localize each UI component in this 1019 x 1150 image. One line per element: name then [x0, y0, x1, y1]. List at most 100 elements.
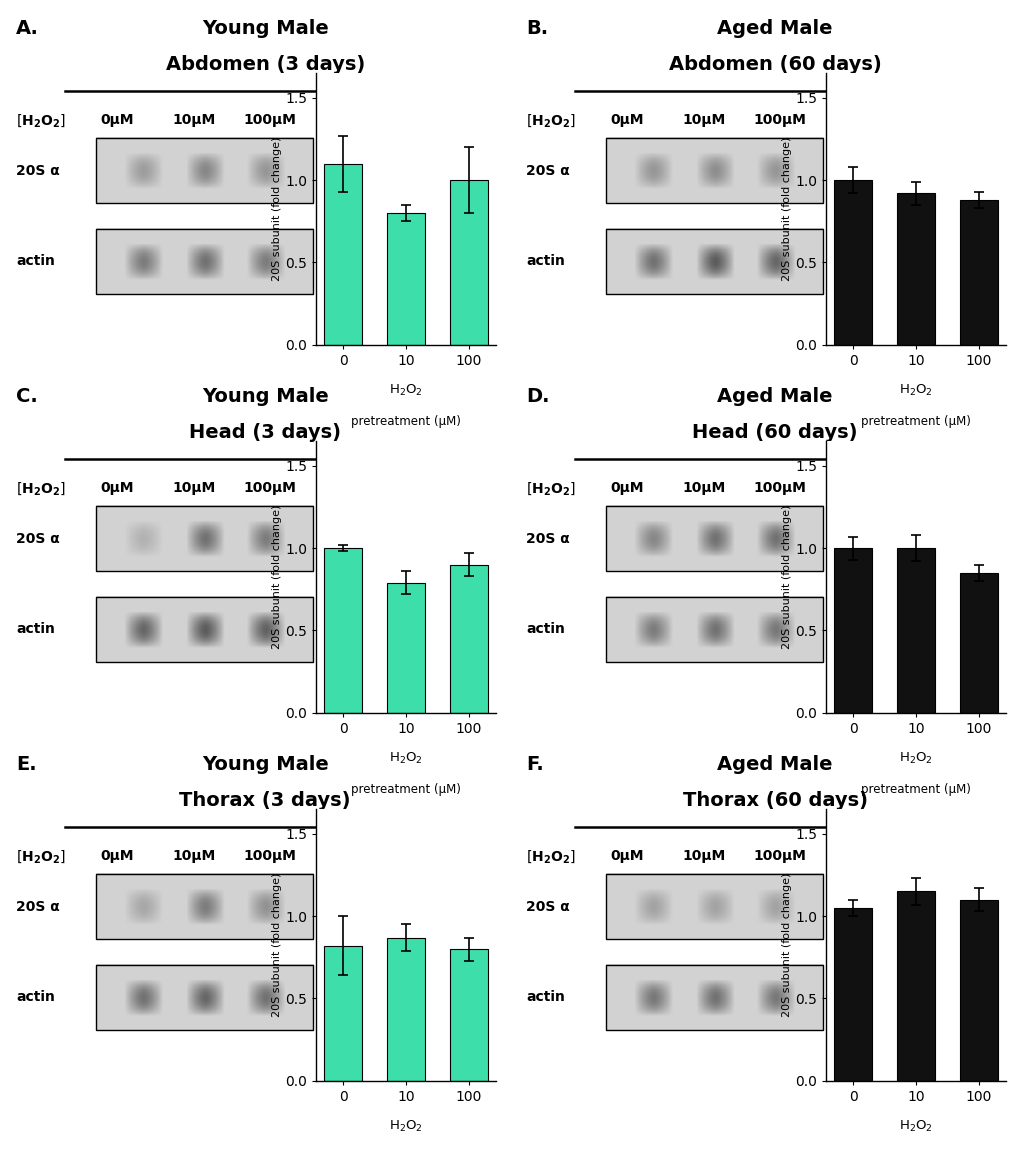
Text: 20S α: 20S α: [16, 900, 60, 914]
Text: 10μM: 10μM: [682, 481, 725, 496]
Bar: [96, 597, 313, 662]
Bar: [96, 138, 313, 204]
Bar: [449, 949, 487, 1081]
Bar: [605, 138, 822, 204]
Y-axis label: 20S subunit (fold change): 20S subunit (fold change): [782, 505, 792, 649]
Text: Aged Male: Aged Male: [716, 754, 833, 774]
Bar: [96, 965, 313, 1030]
Bar: [387, 583, 424, 713]
Y-axis label: 20S subunit (fold change): 20S subunit (fold change): [782, 137, 792, 281]
Text: pretreatment (μM): pretreatment (μM): [351, 783, 461, 797]
Text: 100μM: 100μM: [753, 481, 806, 496]
Text: $[\mathregular{H_2O_2}]$: $[\mathregular{H_2O_2}]$: [16, 480, 66, 497]
Bar: [605, 874, 822, 940]
Y-axis label: 20S subunit (fold change): 20S subunit (fold change): [782, 873, 792, 1017]
Text: $\mathregular{H_2O_2}$: $\mathregular{H_2O_2}$: [898, 751, 932, 766]
Text: 0μM: 0μM: [101, 113, 133, 128]
Text: 100μM: 100μM: [753, 113, 806, 128]
Text: $[\mathregular{H_2O_2}]$: $[\mathregular{H_2O_2}]$: [16, 848, 66, 865]
Bar: [387, 937, 424, 1081]
Text: $[\mathregular{H_2O_2}]$: $[\mathregular{H_2O_2}]$: [526, 112, 576, 129]
Text: Aged Male: Aged Male: [716, 18, 833, 38]
Text: Abdomen (60 days): Abdomen (60 days): [668, 55, 880, 74]
Y-axis label: 20S subunit (fold change): 20S subunit (fold change): [272, 873, 282, 1017]
Text: Young Male: Young Male: [202, 18, 328, 38]
Text: 20S α: 20S α: [16, 532, 60, 546]
Text: 100μM: 100μM: [244, 481, 297, 496]
Bar: [324, 945, 362, 1081]
Text: actin: actin: [526, 990, 565, 1004]
Bar: [605, 597, 822, 662]
Text: 0μM: 0μM: [101, 481, 133, 496]
Text: Thorax (3 days): Thorax (3 days): [179, 791, 351, 810]
Text: 10μM: 10μM: [172, 849, 215, 864]
Text: $[\mathregular{H_2O_2}]$: $[\mathregular{H_2O_2}]$: [16, 112, 66, 129]
Text: A.: A.: [16, 18, 39, 38]
Bar: [324, 163, 362, 345]
Bar: [605, 965, 822, 1030]
Text: 20S α: 20S α: [526, 532, 570, 546]
Text: Aged Male: Aged Male: [716, 386, 833, 406]
Text: 0μM: 0μM: [101, 849, 133, 864]
Text: actin: actin: [16, 990, 55, 1004]
Text: Young Male: Young Male: [202, 386, 328, 406]
Text: 100μM: 100μM: [753, 849, 806, 864]
Text: $\mathregular{H_2O_2}$: $\mathregular{H_2O_2}$: [388, 1119, 423, 1134]
Bar: [605, 506, 822, 572]
Text: B.: B.: [526, 18, 548, 38]
Text: C.: C.: [16, 386, 38, 406]
Text: Abdomen (3 days): Abdomen (3 days): [165, 55, 365, 74]
Text: pretreatment (μM): pretreatment (μM): [860, 783, 970, 797]
Bar: [959, 200, 997, 345]
Text: 10μM: 10μM: [682, 849, 725, 864]
Bar: [96, 874, 313, 940]
Bar: [324, 549, 362, 713]
Text: 20S α: 20S α: [526, 164, 570, 178]
Bar: [96, 229, 313, 294]
Text: Head (3 days): Head (3 days): [189, 423, 341, 442]
Text: $[\mathregular{H_2O_2}]$: $[\mathregular{H_2O_2}]$: [526, 480, 576, 497]
Text: actin: actin: [16, 254, 55, 268]
Text: 0μM: 0μM: [610, 113, 643, 128]
Bar: [834, 907, 871, 1081]
Y-axis label: 20S subunit (fold change): 20S subunit (fold change): [272, 505, 282, 649]
Bar: [449, 565, 487, 713]
Text: 20S α: 20S α: [526, 900, 570, 914]
Text: 10μM: 10μM: [172, 113, 215, 128]
Text: 0μM: 0μM: [610, 849, 643, 864]
Bar: [387, 213, 424, 345]
Text: 20S α: 20S α: [16, 164, 60, 178]
Text: F.: F.: [526, 754, 543, 774]
Bar: [897, 549, 933, 713]
Bar: [959, 899, 997, 1081]
Bar: [605, 229, 822, 294]
Text: Thorax (60 days): Thorax (60 days): [682, 791, 867, 810]
Bar: [834, 549, 871, 713]
Text: 10μM: 10μM: [682, 113, 725, 128]
Text: actin: actin: [16, 622, 55, 636]
Bar: [959, 573, 997, 713]
Text: $\mathregular{H_2O_2}$: $\mathregular{H_2O_2}$: [898, 383, 932, 398]
Text: 100μM: 100μM: [244, 849, 297, 864]
Text: actin: actin: [526, 622, 565, 636]
Text: $\mathregular{H_2O_2}$: $\mathregular{H_2O_2}$: [388, 383, 423, 398]
Text: 10μM: 10μM: [172, 481, 215, 496]
Text: $[\mathregular{H_2O_2}]$: $[\mathregular{H_2O_2}]$: [526, 848, 576, 865]
Text: $\mathregular{H_2O_2}$: $\mathregular{H_2O_2}$: [898, 1119, 932, 1134]
Bar: [897, 891, 933, 1081]
Bar: [897, 193, 933, 345]
Text: E.: E.: [16, 754, 37, 774]
Y-axis label: 20S subunit (fold change): 20S subunit (fold change): [272, 137, 282, 281]
Text: pretreatment (μM): pretreatment (μM): [860, 415, 970, 429]
Bar: [834, 181, 871, 345]
Text: Head (60 days): Head (60 days): [692, 423, 857, 442]
Text: actin: actin: [526, 254, 565, 268]
Bar: [96, 506, 313, 572]
Text: 0μM: 0μM: [610, 481, 643, 496]
Text: pretreatment (μM): pretreatment (μM): [351, 415, 461, 429]
Text: $\mathregular{H_2O_2}$: $\mathregular{H_2O_2}$: [388, 751, 423, 766]
Text: Young Male: Young Male: [202, 754, 328, 774]
Bar: [449, 181, 487, 345]
Text: D.: D.: [526, 386, 549, 406]
Text: 100μM: 100μM: [244, 113, 297, 128]
